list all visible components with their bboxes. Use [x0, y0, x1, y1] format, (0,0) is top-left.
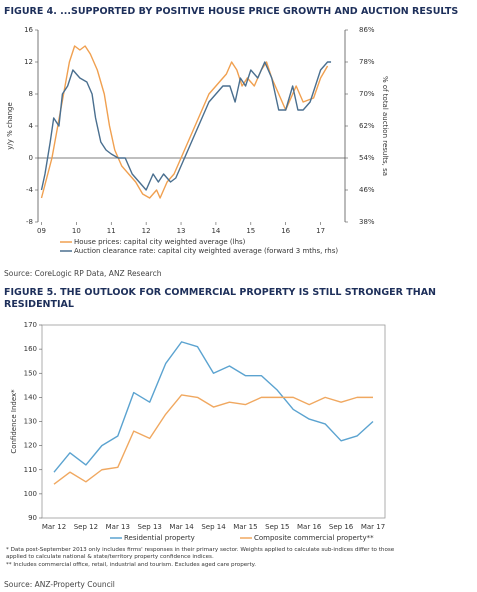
y-tick-label: 16	[24, 26, 33, 34]
x-tick-label: Mar 16	[297, 523, 322, 531]
y-tick-label: 8	[29, 90, 33, 98]
x-tick-label: Sep 13	[138, 523, 162, 531]
y2-tick-label: 38%	[359, 218, 375, 226]
y-tick-label: 170	[24, 321, 37, 329]
legend-label: Auction clearance rate: capital city wei…	[74, 247, 338, 255]
x-tick-label: Sep 15	[265, 523, 289, 531]
source: Source: CoreLogic RP Data, ANZ Research	[4, 269, 162, 278]
x-tick-label: 11	[107, 227, 116, 235]
y-tick-label: 4	[29, 122, 34, 130]
x-tick-label: Sep 16	[329, 523, 354, 531]
legend-label: Composite commercial property**	[254, 534, 374, 542]
y-tick-label: 90	[28, 514, 37, 522]
x-tick-label: Mar 15	[233, 523, 257, 531]
x-tick-label: 15	[246, 227, 255, 235]
x-tick-label: Sep 14	[201, 523, 226, 531]
x-tick-label: Mar 13	[106, 523, 130, 531]
y-tick-label: 120	[24, 442, 37, 450]
y-axis-label: y/y % change	[6, 102, 14, 150]
x-tick-label: 12	[142, 227, 151, 235]
y2-tick-label: 54%	[359, 154, 375, 162]
x-tick-label: Mar 17	[361, 523, 385, 531]
figure-title: FIGURE 5. THE OUTLOOK FOR COMMERCIAL PRO…	[4, 287, 436, 310]
y-tick-label: 110	[24, 466, 37, 474]
x-tick-label: 10	[72, 227, 81, 235]
x-tick-label: Sep 12	[74, 523, 98, 531]
y-tick-label: 160	[24, 345, 37, 353]
y2-axis-label: % of total auction results, sa	[381, 76, 389, 176]
x-tick-label: 09	[37, 227, 46, 235]
series-line	[53, 394, 373, 485]
y-tick-label: -8	[26, 218, 33, 226]
note: * Data post-September 2013 only includes…	[6, 547, 395, 560]
y-tick-label: 140	[24, 393, 37, 401]
legend-label: House prices: capital city weighted aver…	[74, 238, 246, 246]
y2-tick-label: 62%	[359, 122, 375, 130]
x-tick-label: Mar 14	[169, 523, 194, 531]
plot-frame	[41, 324, 386, 519]
note: ** Includes commercial office, retail, i…	[6, 562, 256, 568]
y2-tick-label: 46%	[359, 186, 375, 194]
figure-title: FIGURE 4. ...SUPPORTED BY POSITIVE HOUSE…	[4, 6, 459, 17]
x-tick-label: 14	[211, 227, 220, 235]
y-tick-label: -4	[26, 186, 34, 194]
y-tick-label: 130	[24, 418, 37, 426]
series-line	[40, 61, 332, 191]
series-line	[40, 45, 329, 199]
y-tick-label: 12	[24, 58, 33, 66]
x-tick-label: 17	[316, 227, 325, 235]
y-tick-label: 100	[24, 490, 37, 498]
series-line	[53, 341, 374, 473]
y-tick-label: 0	[29, 154, 33, 162]
source: Source: ANZ-Property Council	[4, 580, 115, 589]
y2-tick-label: 70%	[359, 90, 375, 98]
y-axis-label: Confidence Index*	[10, 389, 18, 454]
x-tick-label: 16	[281, 227, 290, 235]
x-tick-label: 13	[177, 227, 186, 235]
x-tick-label: Mar 12	[42, 523, 66, 531]
y2-tick-label: 78%	[359, 58, 375, 66]
y2-tick-label: 86%	[359, 26, 375, 34]
legend-label: Residential property	[124, 534, 195, 542]
y-tick-label: 150	[24, 369, 37, 377]
